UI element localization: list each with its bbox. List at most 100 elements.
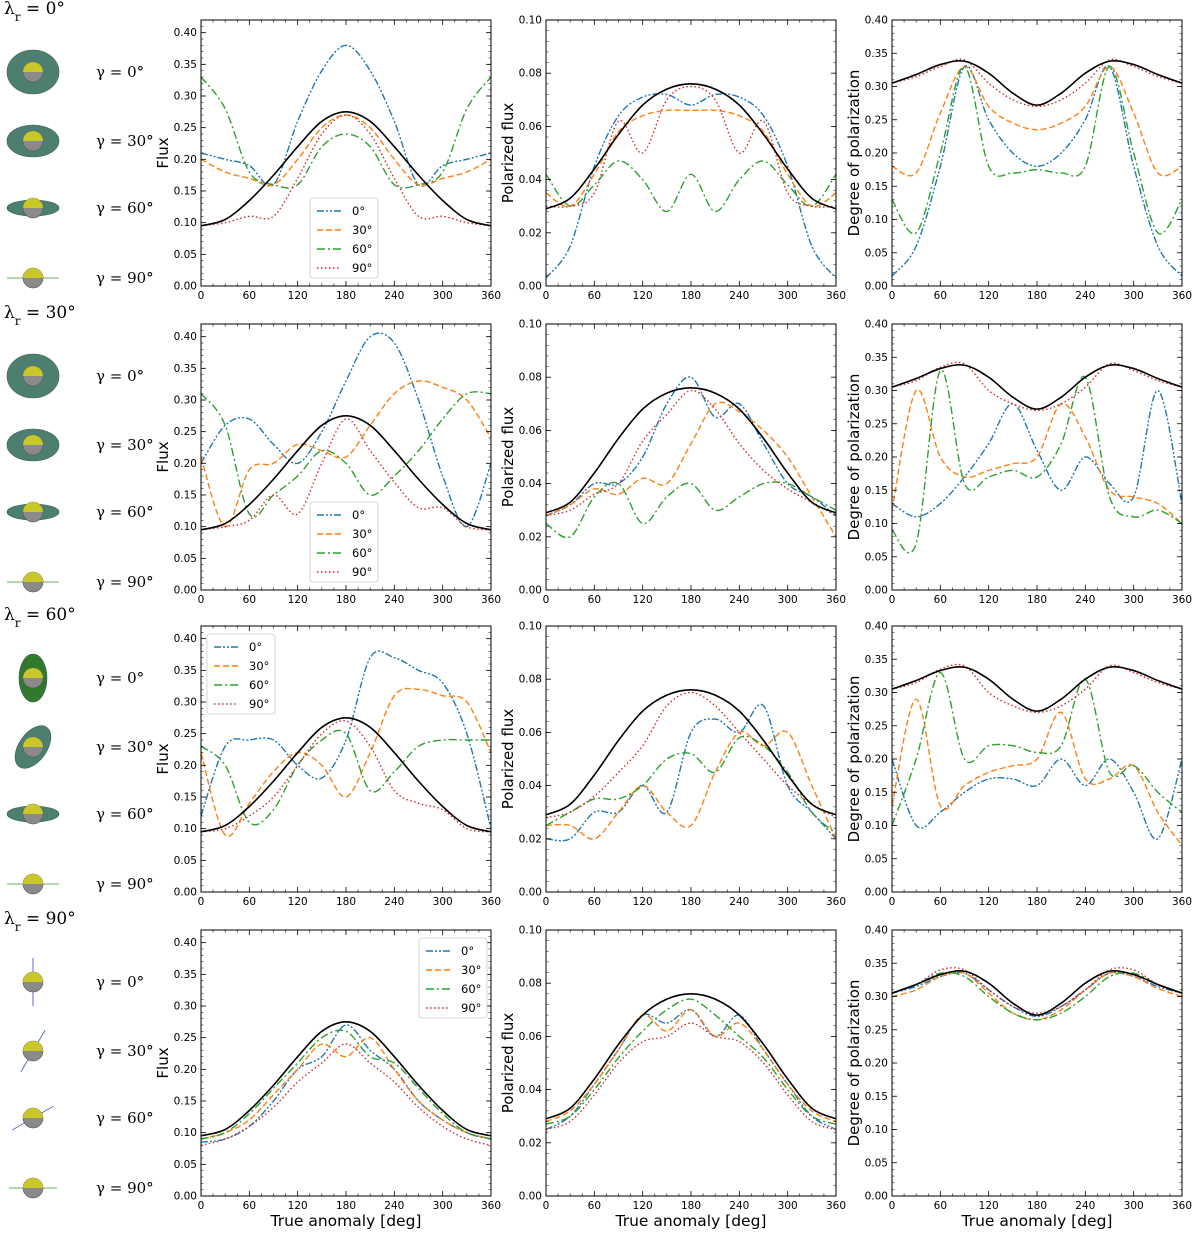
- x-tick-label: 300: [1124, 1200, 1144, 1212]
- x-tick-label: 300: [778, 1200, 798, 1212]
- y-axis-label: Degree of polarization: [845, 70, 863, 237]
- series-group: [201, 650, 491, 838]
- gamma-label: γ = 0°: [96, 669, 144, 687]
- x-tick-label: 60: [243, 290, 256, 302]
- y-tick-label: 0.00: [174, 585, 197, 597]
- x-tick-label: 180: [336, 290, 356, 302]
- legend-box: [206, 633, 276, 715]
- gamma-label: γ = 30°: [96, 1042, 154, 1060]
- series-line-0deg: [546, 1008, 836, 1131]
- x-tick-label: 120: [633, 896, 653, 908]
- reference-curve: [201, 111, 491, 227]
- axes-frame: [891, 19, 1183, 287]
- axes-frame: [545, 929, 837, 1197]
- x-tick-label: 120: [979, 594, 999, 606]
- y-tick-label: 0.10: [174, 1127, 197, 1139]
- series-line-0deg: [546, 93, 836, 279]
- y-tick-label: 0.08: [519, 978, 542, 990]
- x-tick-label: 0: [889, 896, 896, 908]
- y-tick-label: 0.40: [174, 27, 197, 39]
- x-tick-label: 0: [889, 1200, 896, 1212]
- sunlit-cap: [23, 268, 43, 278]
- x-tick-label: 180: [336, 1200, 356, 1212]
- x-tick-label: 360: [481, 594, 501, 606]
- x-tick-label: 0: [198, 594, 205, 606]
- x-tick-label: 120: [633, 1200, 653, 1212]
- x-tick-label: 120: [288, 1200, 308, 1212]
- planet-icon: [18, 653, 48, 703]
- x-tick-label: 120: [288, 290, 308, 302]
- series-line-0deg: [546, 703, 836, 842]
- gamma-label: γ = 90°: [96, 1179, 154, 1197]
- y-tick-label: 0.35: [174, 59, 197, 71]
- y-tick-label: 0.05: [865, 1157, 888, 1169]
- series-line-30deg: [546, 401, 836, 538]
- y-tick-label: 0.20: [174, 1064, 197, 1076]
- series-line-30deg: [892, 65, 1182, 177]
- x-tick-label: 0: [889, 290, 896, 302]
- x-tick-label: 0: [543, 290, 550, 302]
- planet-icon: [6, 803, 60, 825]
- y-tick-label: 0.10: [519, 621, 542, 633]
- legend-label: 60°: [352, 546, 372, 560]
- series-group: [546, 993, 836, 1131]
- series-line-30deg: [546, 730, 836, 840]
- y-tick-label: 0.35: [865, 958, 888, 970]
- series-line-60deg: [546, 735, 836, 835]
- y-tick-label: 0.25: [174, 122, 197, 134]
- legend-label: 0°: [461, 944, 474, 958]
- x-tick-label: 180: [336, 594, 356, 606]
- x-tick-label: 300: [778, 290, 798, 302]
- x-tick-label: 120: [288, 594, 308, 606]
- gamma-label: γ = 60°: [96, 1109, 154, 1127]
- x-tick-label: 180: [681, 290, 701, 302]
- legend-box: [309, 501, 379, 583]
- legend-label: 0°: [352, 204, 365, 218]
- series-line-30deg: [201, 1036, 491, 1140]
- y-tick-label: 0.10: [519, 15, 542, 27]
- series-line-90deg: [201, 1043, 491, 1147]
- x-tick-label: 120: [633, 594, 653, 606]
- reference-curve: [892, 364, 1182, 410]
- y-tick-label: 0.05: [174, 553, 197, 565]
- gamma-label: γ = 90°: [96, 573, 154, 591]
- gamma-label: γ = 60°: [96, 805, 154, 823]
- x-tick-label: 240: [1075, 594, 1095, 606]
- x-tick-label: 300: [433, 896, 453, 908]
- y-tick-label: 0.06: [519, 1031, 543, 1043]
- x-tick-label: 360: [1172, 896, 1192, 908]
- sunlit-cap: [23, 804, 43, 814]
- x-tick-label: 60: [934, 896, 947, 908]
- series-line-0deg: [201, 1024, 491, 1143]
- y-tick-label: 0.00: [519, 585, 542, 597]
- planet-icon: [6, 501, 60, 523]
- legend-label: 0°: [352, 508, 365, 522]
- series-line-90deg: [546, 691, 836, 819]
- gamma-label: γ = 90°: [96, 269, 154, 287]
- y-tick-label: 0.30: [174, 1001, 197, 1013]
- series-line-90deg: [892, 967, 1182, 1014]
- sunlit-cap: [23, 1178, 43, 1188]
- y-tick-label: 0.20: [865, 754, 888, 766]
- y-tick-label: 0.00: [174, 281, 197, 293]
- sunlit-cap: [23, 131, 43, 141]
- x-tick-label: 240: [729, 594, 749, 606]
- x-tick-label: 360: [481, 1200, 501, 1212]
- series-line-60deg: [892, 671, 1182, 826]
- series-line-60deg: [201, 391, 491, 518]
- y-axis-label: Polarized flux: [499, 1013, 517, 1114]
- sunlit-cap: [23, 874, 43, 884]
- series-line-60deg: [546, 481, 836, 539]
- series-line-60deg: [892, 971, 1182, 1021]
- planet-icon: [14, 725, 52, 769]
- legend-box: [418, 937, 488, 1019]
- y-tick-label: 0.00: [865, 585, 888, 597]
- y-tick-label: 0.35: [865, 654, 888, 666]
- y-tick-label: 0.15: [865, 1091, 888, 1103]
- y-tick-label: 0.00: [865, 1191, 888, 1203]
- x-tick-label: 240: [729, 896, 749, 908]
- x-tick-label: 360: [1172, 594, 1192, 606]
- series-line-0deg: [892, 389, 1182, 518]
- x-tick-label: 0: [543, 1200, 550, 1212]
- y-tick-label: 0.06: [519, 121, 543, 133]
